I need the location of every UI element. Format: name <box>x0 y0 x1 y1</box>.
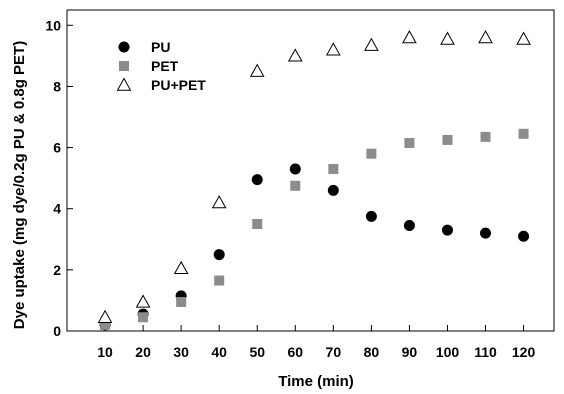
plot-frame <box>66 9 555 332</box>
data-point <box>480 227 492 239</box>
data-point <box>442 134 453 145</box>
legend-marker <box>116 77 132 91</box>
series-pu <box>99 163 530 331</box>
series-pu-pet <box>97 29 531 323</box>
data-point <box>135 294 151 308</box>
data-point <box>328 163 339 174</box>
y-axis-ticks: 0 2 4 6 8 10 <box>45 17 73 339</box>
x-tick-label: 30 <box>173 344 189 360</box>
data-point <box>325 42 341 56</box>
data-point <box>214 275 225 286</box>
data-point <box>290 180 301 191</box>
data-point <box>404 137 415 148</box>
x-tick-label: 90 <box>402 344 418 360</box>
x-tick-label: 110 <box>474 344 497 360</box>
data-point <box>516 31 531 45</box>
data-point <box>478 29 493 44</box>
legend-label: PET <box>151 58 179 74</box>
data-point <box>366 148 377 159</box>
y-tick-label: 0 <box>53 323 61 339</box>
data-point <box>365 210 377 222</box>
data-point <box>100 319 111 330</box>
data-point <box>480 131 491 142</box>
x-tick-label: 80 <box>364 344 380 360</box>
data-point <box>176 296 187 307</box>
x-tick-label: 50 <box>249 344 265 360</box>
legend: PU PET PU+PET <box>116 39 206 93</box>
data-point <box>138 312 149 323</box>
legend-marker <box>118 41 130 53</box>
data-point <box>252 219 263 229</box>
plot-border <box>66 9 555 332</box>
x-tick-label: 100 <box>436 344 460 360</box>
data-point <box>440 31 455 45</box>
data-point <box>327 184 339 196</box>
data-point <box>251 174 263 186</box>
data-point <box>364 37 379 51</box>
data-point <box>402 29 417 44</box>
data-point <box>213 249 225 261</box>
x-tick-label: 20 <box>135 344 151 360</box>
x-tick-label: 120 <box>512 344 536 360</box>
legend-label: PU+PET <box>151 77 206 93</box>
x-tick-label: 10 <box>97 344 113 360</box>
data-point <box>97 309 113 323</box>
x-tick-label: 60 <box>287 344 303 360</box>
data-point <box>289 163 301 175</box>
x-tick-label: 40 <box>211 344 227 360</box>
legend-label: PU <box>151 39 170 55</box>
data-point <box>518 128 529 139</box>
y-tick-label: 8 <box>53 78 61 94</box>
y-tick-label: 6 <box>53 140 61 156</box>
legend-marker <box>119 61 129 71</box>
data-points <box>97 29 531 331</box>
x-axis-title: Time (min) <box>278 373 354 390</box>
x-axis-ticks: 10 20 30 40 50 60 70 80 90 100 110 120 <box>97 325 535 360</box>
y-tick-label: 10 <box>45 17 61 33</box>
x-tick-label: 70 <box>326 344 342 360</box>
series-pet <box>100 128 529 330</box>
data-point <box>211 195 227 209</box>
data-point <box>249 63 265 77</box>
data-point <box>518 230 530 242</box>
data-point <box>441 224 453 236</box>
y-tick-label: 2 <box>53 262 61 278</box>
data-point <box>173 260 189 275</box>
data-point <box>403 220 415 232</box>
data-point <box>287 48 303 62</box>
y-axis-title: Dye uptake (mg dye/0.2g PU & 0.8g PET) <box>11 41 28 329</box>
y-tick-label: 4 <box>53 201 61 217</box>
